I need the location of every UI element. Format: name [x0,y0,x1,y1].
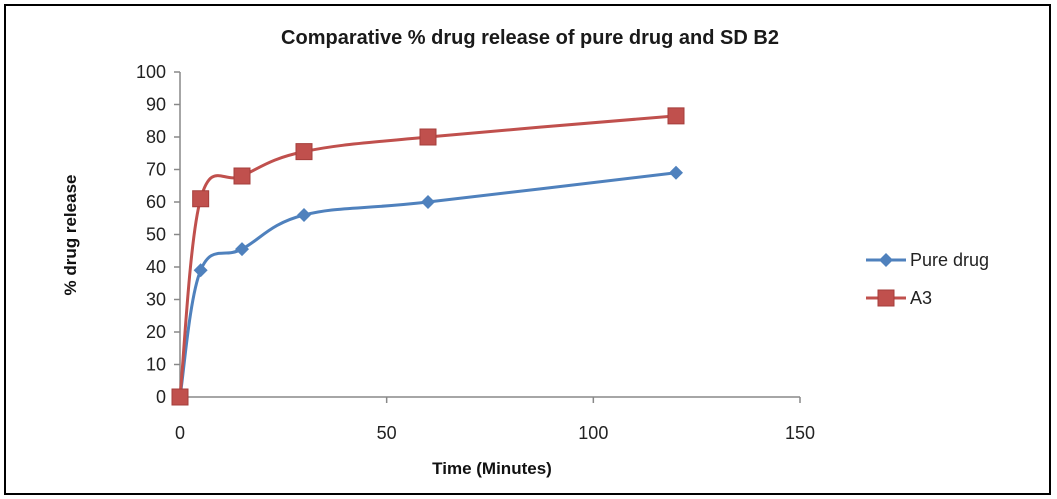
y-tick-label: 40 [146,257,166,277]
chart-frame [4,4,1051,495]
series-line [178,171,677,398]
series-0 [173,165,683,404]
y-tick-label: 30 [146,290,166,310]
legend-marker [879,253,893,267]
data-point [419,128,437,146]
data-point [421,195,435,209]
data-point [667,107,685,125]
y-tick-label: 100 [136,62,166,82]
legend-label: A3 [910,288,932,308]
y-tick-label: 10 [146,355,166,375]
legend-marker [877,289,895,307]
series-line [178,114,677,398]
data-point [233,167,251,185]
data-point [235,242,249,257]
legend: Pure drug A3 [866,250,989,308]
data-point [193,263,208,278]
y-axis-label: % drug release [61,175,80,296]
data-point [171,388,189,406]
data-point [192,190,210,208]
x-tick-label: 0 [175,423,185,443]
x-axis-label: Time (Minutes) [432,459,552,478]
x-tick-label: 150 [785,423,815,443]
y-tick-label: 90 [146,95,166,115]
y-tick-label: 50 [146,225,166,245]
y-tick-label: 0 [156,387,166,407]
legend-label: Pure drug [910,250,989,270]
y-tick-label: 20 [146,322,166,342]
y-tick-label: 70 [146,160,166,180]
y-tick-label: 80 [146,127,166,147]
axes: 0 10 20 30 40 50 60 70 80 90 100 0 50 100 150 [136,62,815,443]
x-tick-label: 100 [578,423,608,443]
data-point [295,143,313,161]
data-point [669,165,683,180]
y-tick-label: 60 [146,192,166,212]
x-tick-label: 50 [377,423,397,443]
chart-title: Comparative % drug release of pure drug … [281,27,779,49]
series-1 [171,107,685,406]
series-layer [171,107,685,406]
data-point [297,208,311,222]
